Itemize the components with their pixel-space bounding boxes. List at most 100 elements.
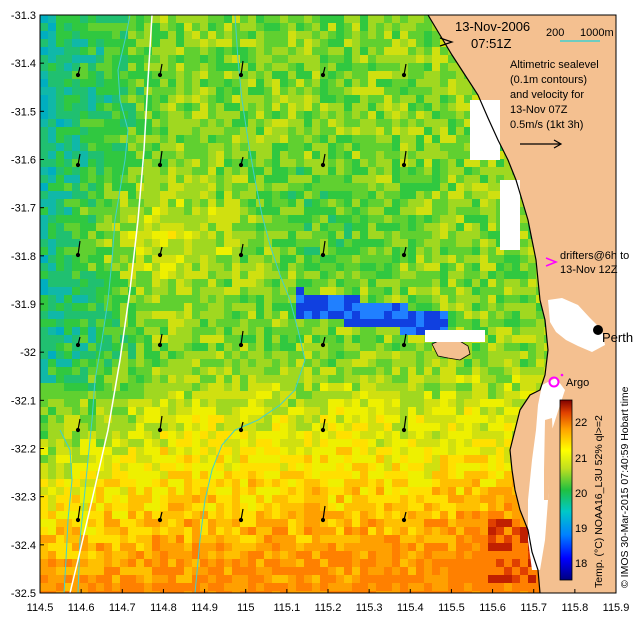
scale-arrow-head	[553, 139, 563, 149]
info-text-block: Altimetric sealevel (0.1m contours) and …	[510, 59, 599, 131]
velocity-arrows	[75, 60, 407, 523]
velocity-arrow-dot	[75, 252, 81, 258]
info-line: 13-Nov 07Z	[510, 104, 568, 116]
credit-text: © IMOS 30-Mar-2015 07:40:59 Hobart time	[619, 386, 631, 588]
estuary-inner	[544, 418, 553, 500]
y-tick-label: -31.6	[11, 155, 36, 167]
velocity-arrow-dot	[75, 342, 81, 348]
velocity-arrow	[322, 505, 326, 521]
satellite-track	[69, 15, 153, 593]
velocity-arrow	[403, 415, 407, 431]
x-tick-label: 115.5	[438, 602, 465, 614]
info-line: and velocity for	[510, 89, 584, 101]
velocity-arrow-dot	[75, 72, 81, 78]
no-data-patch	[470, 100, 500, 160]
title-pointer	[439, 37, 454, 47]
velocity-arrow-dot	[157, 427, 163, 433]
x-tick-label: 115.2	[315, 602, 342, 614]
drifters-label: 13-Nov 12Z	[560, 264, 618, 276]
velocity-arrow-dot	[238, 162, 244, 168]
y-tick-label: -32.1	[11, 395, 36, 407]
colorbar-tick: 21	[575, 453, 587, 465]
y-tick-label: -31.8	[11, 251, 36, 263]
plot-area	[40, 15, 616, 593]
x-tick-label: 114.5	[27, 602, 54, 614]
velocity-arrow-dot	[75, 427, 81, 433]
y-axis: -31.3 -31.4 -31.5 -31.6 -31.7 -31.8 -31.9 -32 -3…	[11, 10, 44, 600]
velocity-arrow	[159, 415, 163, 431]
velocity-arrow-dot	[320, 427, 326, 433]
velocity-arrow-dot	[238, 72, 244, 78]
velocity-arrow-dot	[238, 252, 244, 258]
info-line: Altimetric sealevel	[510, 59, 599, 71]
velocity-arrow	[77, 505, 81, 521]
velocity-arrow-dot	[320, 162, 326, 168]
velocity-arrow-dot	[157, 342, 163, 348]
velocity-arrow-dot	[157, 252, 163, 258]
y-tick-label: -31.4	[11, 58, 36, 70]
depth-legend-1000m: 1000m	[580, 27, 614, 39]
x-tick-label: 115.1	[273, 602, 300, 614]
velocity-arrow-dot	[157, 72, 163, 78]
y-tick-label: -32	[20, 347, 36, 359]
x-tick-label: 114.9	[191, 602, 218, 614]
x-tick-label: 115.9	[603, 602, 630, 614]
y-tick-label: -31.7	[11, 203, 36, 215]
velocity-arrow	[322, 240, 326, 256]
isobath-1000m	[194, 15, 306, 593]
x-tick-label: 115.8	[561, 602, 588, 614]
velocity-arrow-dot	[320, 517, 326, 523]
x-tick-label: 115.3	[356, 602, 383, 614]
info-line: (0.1m contours)	[510, 74, 587, 86]
velocity-arrow-dot	[401, 427, 407, 433]
info-line: 0.5m/s (1kt 3h)	[510, 119, 583, 131]
y-tick-label: -31.5	[11, 106, 36, 118]
colorbar-title: Temp. (°C) NOAA16_L3U 52% ql>=2	[593, 415, 605, 588]
velocity-arrow-dot	[75, 517, 81, 523]
perth-label: Perth	[602, 330, 633, 345]
map-date: 13-Nov-2006	[455, 19, 530, 34]
x-tick-label: 114.7	[109, 602, 136, 614]
velocity-arrow-dot	[157, 517, 163, 523]
isobath-200m-b	[59, 429, 73, 593]
isobath-200m	[77, 15, 131, 593]
x-tick-label: 115	[237, 602, 255, 614]
velocity-arrow	[240, 60, 244, 76]
perth-marker	[593, 325, 603, 335]
colorbar-tick: 22	[575, 417, 587, 429]
velocity-arrow	[403, 150, 407, 166]
velocity-arrow	[77, 240, 81, 256]
x-tick-label: 114.6	[68, 602, 95, 614]
velocity-arrow-dot	[401, 342, 407, 348]
x-tick-label: 115.7	[520, 602, 547, 614]
velocity-arrow-dot	[401, 252, 407, 258]
y-tick-label: -32.3	[11, 492, 36, 504]
drifters-label: drifters@6h to	[560, 250, 629, 262]
velocity-arrow	[159, 150, 163, 166]
island-no-data	[425, 330, 485, 342]
y-tick-label: -32.2	[11, 444, 36, 456]
y-tick-label: -32.4	[11, 540, 36, 552]
argo-label: Argo	[566, 377, 589, 389]
drifter-track	[545, 257, 559, 267]
x-axis: 114.5 114.6 114.7 114.8 114.9 115 115.1 115.2 11…	[27, 589, 630, 614]
velocity-arrow-dot	[238, 427, 244, 433]
velocity-arrow-dot	[238, 342, 244, 348]
x-tick-label: 115.4	[397, 602, 424, 614]
velocity-arrow	[240, 330, 244, 346]
coastline	[427, 15, 549, 593]
velocity-arrow-dot	[401, 517, 407, 523]
velocity-arrow-dot	[401, 162, 407, 168]
y-tick-label: -31.9	[11, 299, 36, 311]
map-time: 07:51Z	[471, 36, 512, 51]
depth-legend-200: 200	[546, 27, 564, 39]
velocity-arrow-dot	[320, 72, 326, 78]
x-tick-label: 114.8	[150, 602, 177, 614]
velocity-arrow-dot	[401, 72, 407, 78]
argo-float-icon	[548, 376, 560, 388]
colorbar-tick: 20	[575, 488, 587, 500]
velocity-arrow-dot	[320, 342, 326, 348]
velocity-arrow-dot	[320, 252, 326, 258]
y-tick-label: -32.5	[11, 588, 36, 600]
